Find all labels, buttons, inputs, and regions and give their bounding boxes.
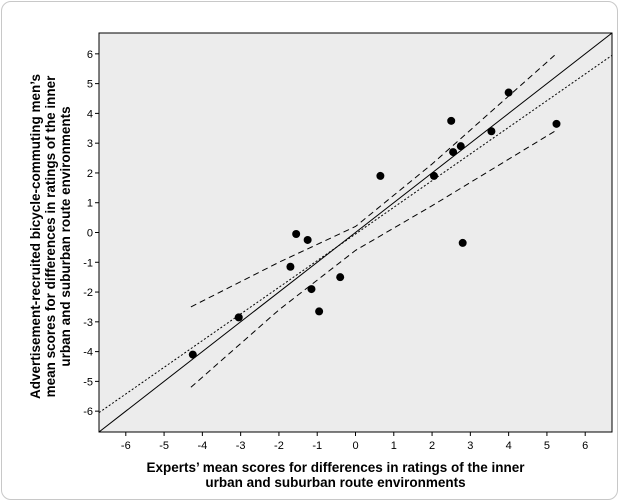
y-tick-label: 1: [87, 198, 93, 210]
x-tick-label: 4: [506, 440, 512, 452]
y-axis-label: Advertisement-recruited bicycle-commutin…: [28, 74, 43, 399]
data-point: [307, 285, 316, 294]
data-point: [447, 116, 456, 125]
x-tick-label: 5: [544, 440, 550, 452]
x-tick-label: -6: [121, 440, 131, 452]
y-tick-label: 5: [87, 79, 93, 91]
y-tick-label: 2: [87, 168, 93, 180]
y-tick-label: 3: [87, 138, 93, 150]
y-tick-label: 6: [87, 49, 93, 61]
fit-lines: [99, 33, 612, 432]
data-point: [458, 238, 467, 247]
y-tick-label: -3: [83, 317, 93, 329]
x-axis-label: Experts’ mean scores for differences in …: [146, 460, 525, 475]
x-tick-label: -1: [312, 440, 322, 452]
data-point: [456, 142, 465, 151]
x-tick-label: 0: [352, 440, 358, 452]
data-point: [292, 229, 301, 238]
data-point: [376, 171, 385, 180]
data-point: [487, 127, 496, 136]
x-tick-label: 6: [582, 440, 588, 452]
y-tick-label: 4: [87, 108, 93, 120]
y-axis-label: mean scores for differences in ratings o…: [43, 75, 58, 398]
x-tick-label: -4: [197, 440, 207, 452]
data-point: [552, 119, 561, 128]
data-point: [336, 273, 345, 282]
data-point: [188, 350, 197, 359]
y-tick-label: 0: [87, 228, 93, 240]
y-tick-label: -5: [83, 376, 93, 388]
confidence-band-upper: [190, 54, 555, 308]
data-point: [504, 88, 513, 97]
x-axis-label: urban and suburban route environments: [205, 475, 465, 490]
x-tick-label: -3: [236, 440, 246, 452]
y-tick-label: -4: [83, 347, 93, 359]
data-point: [429, 171, 438, 180]
x-tick-label: 1: [391, 440, 397, 452]
x-tick-label: -5: [159, 440, 169, 452]
data-point: [303, 235, 312, 244]
data-point: [315, 307, 324, 316]
confidence-band-lower: [190, 130, 555, 388]
data-point: [286, 262, 295, 271]
x-tick-label: -2: [274, 440, 284, 452]
regression-line: [99, 54, 612, 414]
data-point: [449, 148, 458, 157]
data-point: [234, 313, 243, 322]
y-axis-label: urban and suburban route environments: [58, 106, 73, 366]
y-tick-label: -2: [83, 287, 93, 299]
y-tick-label: -6: [83, 406, 93, 418]
y-tick-label: -1: [83, 257, 93, 269]
identity-line: [99, 33, 612, 432]
x-tick-label: 2: [429, 440, 435, 452]
x-tick-label: 3: [467, 440, 473, 452]
